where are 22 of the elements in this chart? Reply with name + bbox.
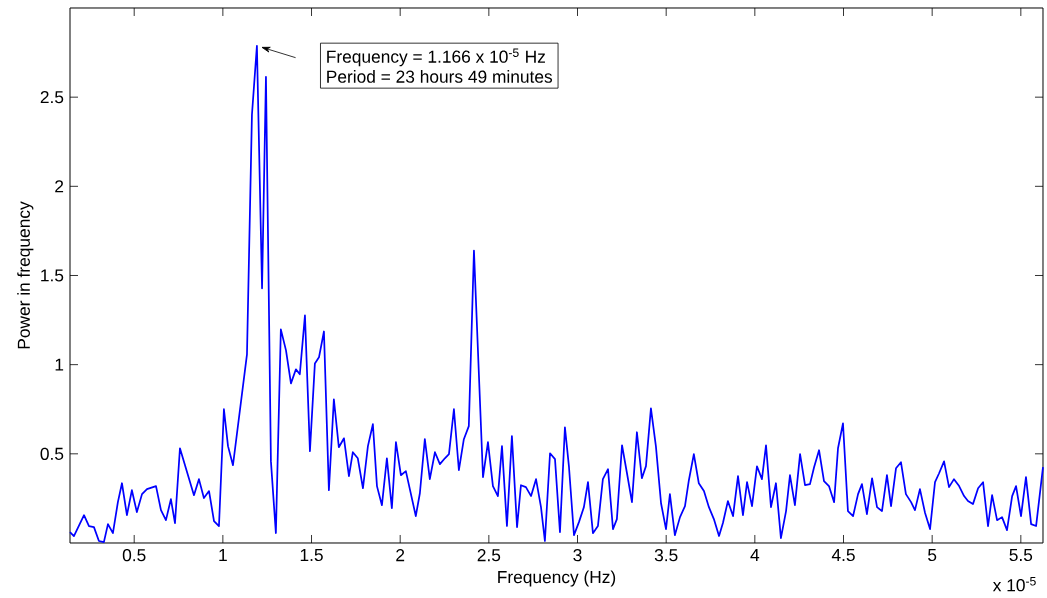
y-tick-label: 1.5: [41, 269, 64, 282]
x-tick-label: 4.5: [831, 549, 855, 562]
x-tick-label: 1: [219, 549, 227, 561]
line-series: [69, 44, 1044, 543]
x-tick-label: 2.5: [477, 549, 501, 562]
y-tick-label: 0.5: [40, 447, 64, 460]
annotation: Period = 23 hours 49 minutes: [327, 70, 553, 83]
x-tick-label: 1.5: [300, 549, 323, 562]
x-tick-label: 2: [396, 549, 405, 562]
y-tick-label: 2: [55, 180, 64, 193]
x-axis-title: Frequency (Hz): [498, 570, 616, 587]
x-tick-label: 3: [573, 549, 582, 562]
annotation: Frequency = 1.166 x 10$^{-5}$ Hz: [327, 48, 545, 67]
text: x 10$^{-5}$: [992, 577, 1036, 592]
x-tick-label: 4: [750, 549, 760, 561]
x-tick-label: 3.5: [654, 549, 678, 562]
x-tick-label: 5.5: [1009, 549, 1033, 562]
x-tick-label: 5: [928, 549, 937, 562]
x-tick-label: 0.5: [122, 549, 146, 562]
y-tick-label: 2.5: [40, 91, 64, 104]
y-axis-title: Power in frequency: [17, 201, 34, 349]
y-tick-label: 1: [55, 358, 64, 371]
